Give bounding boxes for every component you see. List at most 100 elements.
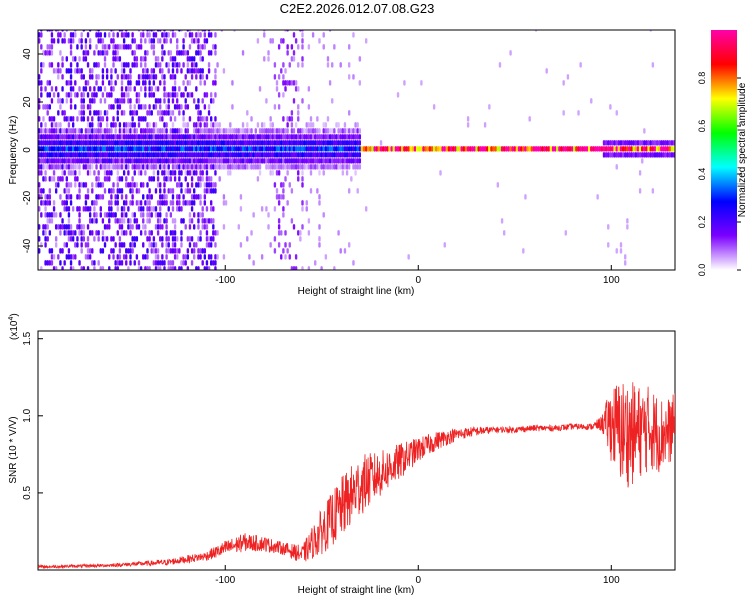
spectrogram-cell	[133, 140, 136, 146]
spectrogram-cell	[309, 122, 313, 128]
spectrogram-cell	[142, 158, 145, 164]
spectrogram-cell	[135, 146, 139, 152]
spectrogram-cell	[97, 30, 100, 32]
spectrogram-cell	[57, 68, 60, 74]
spectrogram-cell	[50, 32, 54, 38]
spectrogram-cell	[82, 152, 85, 158]
spectrogram-cell	[118, 30, 122, 32]
spectrogram-cell	[40, 128, 43, 134]
spectrogram-cell	[203, 30, 207, 32]
spectrogram-cell	[326, 146, 330, 152]
spectrogram-cell	[152, 122, 156, 128]
spectrogram-cell	[163, 158, 166, 164]
spectrogram-cell	[352, 260, 355, 266]
spectrogram-cell	[48, 176, 52, 182]
spectrogram-cell	[666, 146, 669, 152]
spectrogram-cell	[169, 30, 173, 32]
spectrogram-cell	[57, 122, 60, 128]
spectrogram-cell	[59, 140, 62, 146]
spectrogram-cell	[341, 164, 345, 170]
spectrogram-cell	[146, 218, 149, 224]
spectrogram-cell	[110, 128, 113, 134]
spectrogram-cell	[71, 56, 75, 62]
spectrogram-cell	[42, 134, 45, 140]
spectrogram-cell	[288, 62, 291, 68]
spectrogram-cell	[103, 146, 107, 152]
spectrogram-cell	[80, 44, 83, 50]
spectrogram-cell	[316, 116, 319, 122]
spectrogram-cell	[169, 50, 173, 56]
spectrogram-cell	[135, 164, 139, 170]
spectrogram-cell	[159, 260, 162, 266]
spectrogram-cell	[556, 146, 559, 152]
spectrogram-cell	[498, 146, 502, 152]
spectrogram-cell	[197, 218, 200, 224]
spectrogram-cell	[188, 188, 192, 194]
spectrogram-cell	[292, 80, 296, 86]
spectrogram-cell	[222, 254, 226, 260]
spectrogram-cell	[207, 32, 211, 38]
spectrogram-cell	[112, 86, 115, 92]
spectrogram-cell	[40, 152, 43, 158]
spectrogram-cell	[205, 116, 209, 122]
spectrogram-cell	[163, 98, 166, 104]
spectrogram-cell	[161, 152, 164, 158]
spectrogram-cell	[103, 224, 107, 230]
spectrogram-cell	[294, 38, 298, 44]
spectrogram-cell	[307, 158, 311, 164]
spectrogram-cell	[190, 74, 194, 80]
spectrogram-cell	[110, 164, 113, 170]
spectrogram-cell	[354, 122, 357, 128]
spectrogram-cell	[133, 122, 136, 128]
spectrogram-cell	[169, 128, 173, 134]
spectrogram-cell	[322, 170, 325, 176]
spectrogram-cell	[660, 152, 663, 158]
spectrogram-cell	[167, 206, 170, 212]
spectrogram-cell	[322, 128, 325, 134]
spectrogram-cell	[182, 200, 185, 206]
spectrogram-cell	[212, 146, 215, 152]
spectrogram-cell	[63, 224, 66, 230]
spectrogram-cell	[146, 164, 149, 170]
spectrogram-cell	[621, 152, 625, 158]
spectrogram-cell	[303, 164, 306, 170]
spectrogram-cell	[135, 98, 139, 104]
spectrogram-cell	[46, 128, 49, 134]
spectrogram-cell	[103, 50, 107, 56]
spectrogram-cell	[171, 242, 175, 248]
spectrogram-cell	[273, 182, 277, 188]
spectrogram-cell	[384, 146, 387, 152]
spectrogram-cell	[110, 74, 113, 80]
spectrogram-cell	[150, 68, 153, 74]
spectrogram-cell	[267, 128, 270, 134]
spectrogram-cell	[318, 242, 321, 248]
spectrogram-cell	[86, 266, 90, 270]
spectrogram-cell	[216, 128, 219, 134]
spectrogram-cell	[63, 164, 66, 170]
spectrogram-cell	[248, 158, 251, 164]
spectrogram-cell	[38, 206, 41, 212]
spectrogram-cell	[596, 194, 599, 200]
spectrogram-cell	[197, 30, 200, 32]
spectrogram-cell	[48, 200, 52, 206]
spectrogram-cell	[277, 140, 281, 146]
spectrogram-cell	[309, 152, 313, 158]
spectrogram-cell	[199, 200, 202, 206]
spectrogram-cell	[199, 158, 202, 164]
spectrogram-cell	[604, 152, 608, 158]
spectrogram-cell	[82, 98, 85, 104]
spectrogram-cell	[148, 86, 151, 92]
spectrogram-cell	[57, 140, 60, 146]
spectrogram-cell	[159, 98, 162, 104]
spectrogram-cell	[163, 266, 166, 270]
spectrogram-cell	[203, 158, 207, 164]
spectrogram-cell	[103, 56, 107, 62]
spectrogram-cell	[212, 80, 215, 86]
spectrogram-cell	[135, 158, 139, 164]
spectrogram-cell	[80, 38, 83, 44]
spectrogram-cell	[314, 128, 317, 134]
spectrogram-cell	[163, 128, 166, 134]
spectrogram-cell	[103, 236, 107, 242]
spectrogram-cell	[165, 194, 168, 200]
spectrogram-cell	[184, 224, 187, 230]
